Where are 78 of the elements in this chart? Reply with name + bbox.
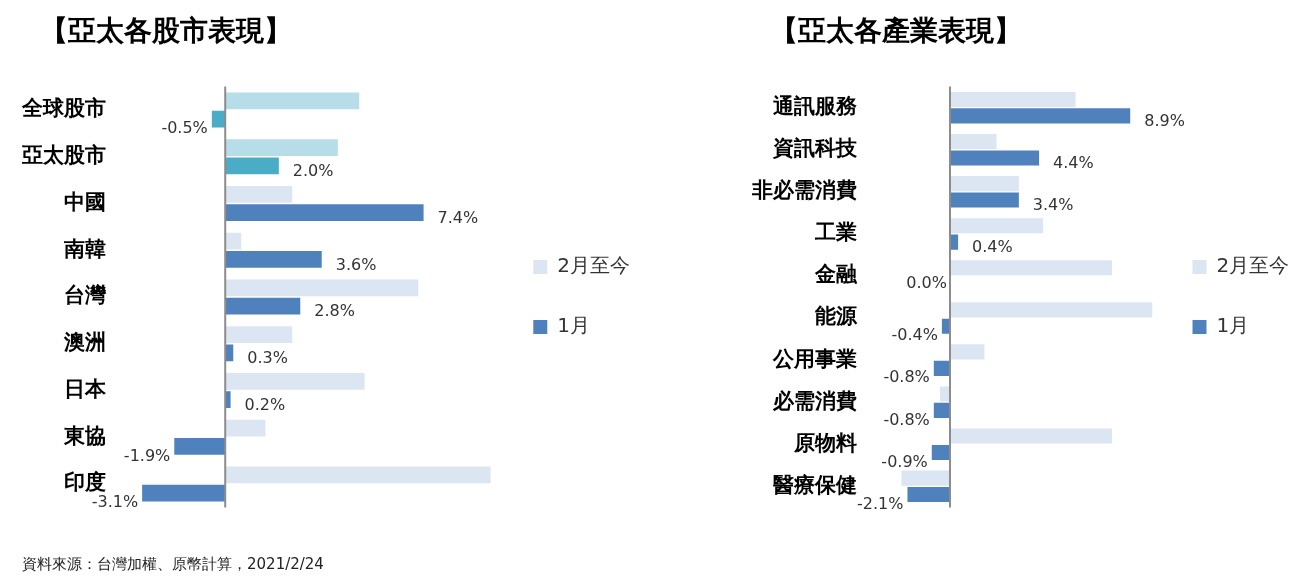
legend-label: 2月至今 [1216, 253, 1290, 278]
chart-title: 【亞太各產業表現】 [769, 13, 1023, 49]
bar [931, 444, 950, 461]
bar [225, 92, 360, 110]
data-label: -3.1% [91, 492, 139, 512]
y-tick-label: 印度 [64, 470, 106, 495]
bar [142, 484, 226, 502]
bar [225, 157, 279, 175]
data-label: 4.4% [1053, 153, 1094, 173]
bar [950, 192, 1019, 208]
data-label: 0.0% [906, 273, 947, 293]
data-label: 0.2% [244, 394, 286, 414]
bar [950, 344, 985, 360]
y-tick-label: 原物料 [793, 430, 857, 455]
y-tick-label: 金融 [814, 262, 858, 287]
y-tick-label: 南韓 [63, 236, 106, 261]
data-label: -0.5% [161, 118, 208, 138]
bar [225, 204, 424, 221]
y-tick-label: 能源 [815, 304, 858, 329]
data-label: -0.8% [883, 409, 930, 429]
y-tick-label: 東協 [63, 423, 106, 448]
data-label: -2.1% [857, 493, 904, 513]
data-label: -1.9% [123, 445, 171, 465]
bar [225, 250, 322, 268]
bar [225, 466, 491, 484]
legend-label: 2月至今 [557, 253, 631, 278]
bar [225, 185, 293, 203]
data-label: 7.4% [437, 207, 479, 227]
bar [950, 108, 1131, 124]
bar [225, 391, 231, 409]
bar [225, 297, 301, 315]
bar [950, 428, 1112, 444]
source-note: 資料來源：台灣加權、原幣計算，2021/2/24 [22, 555, 324, 574]
bar [950, 91, 1076, 107]
y-tick-label: 必需消費 [772, 388, 857, 413]
y-tick-label: 工業 [814, 220, 857, 245]
data-label: 8.9% [1144, 111, 1185, 130]
data-label: 3.4% [1032, 195, 1074, 215]
bar [933, 360, 950, 376]
bar [225, 232, 242, 250]
y-tick-label: 澳洲 [63, 330, 106, 355]
bar [225, 139, 338, 156]
data-label: 0.4% [972, 237, 1013, 257]
data-label: 2.0% [292, 161, 334, 181]
y-tick-label: 日本 [64, 376, 107, 401]
data-label: 0.3% [247, 348, 288, 368]
bar [939, 386, 950, 402]
data-label: -0.4% [891, 325, 938, 345]
data-label: 2.8% [314, 301, 355, 321]
bar [950, 260, 1112, 276]
y-tick-label: 台灣 [64, 283, 107, 308]
bar [950, 150, 1040, 166]
y-tick-label: 亞太股市 [21, 143, 106, 168]
data-label: -0.9% [881, 451, 928, 471]
y-tick-label: 醫療保健 [773, 472, 857, 497]
bar [225, 373, 365, 390]
bar [901, 470, 950, 486]
y-tick-label: 資訊科技 [772, 136, 858, 161]
bar [174, 438, 226, 455]
chart-title: 【亞太各股市表現】 [39, 13, 293, 49]
y-tick-label: 非必需消費 [751, 178, 857, 203]
bar [950, 218, 1044, 234]
bar [225, 326, 293, 344]
y-tick-label: 通訊服務 [772, 94, 857, 119]
y-tick-label: 中國 [64, 189, 106, 214]
legend-label: 1月 [557, 313, 591, 338]
y-tick-label: 全球股市 [21, 96, 106, 121]
bar [907, 487, 950, 503]
bar [950, 133, 997, 150]
bar [950, 302, 1153, 318]
bar [225, 419, 266, 437]
data-label: -0.8% [883, 367, 930, 387]
bar [225, 279, 419, 297]
data-label: 3.6% [335, 254, 377, 274]
legend-label: 1月 [1216, 313, 1250, 338]
y-tick-label: 公用事業 [772, 346, 857, 371]
bar [933, 402, 950, 418]
bar [950, 176, 1019, 192]
